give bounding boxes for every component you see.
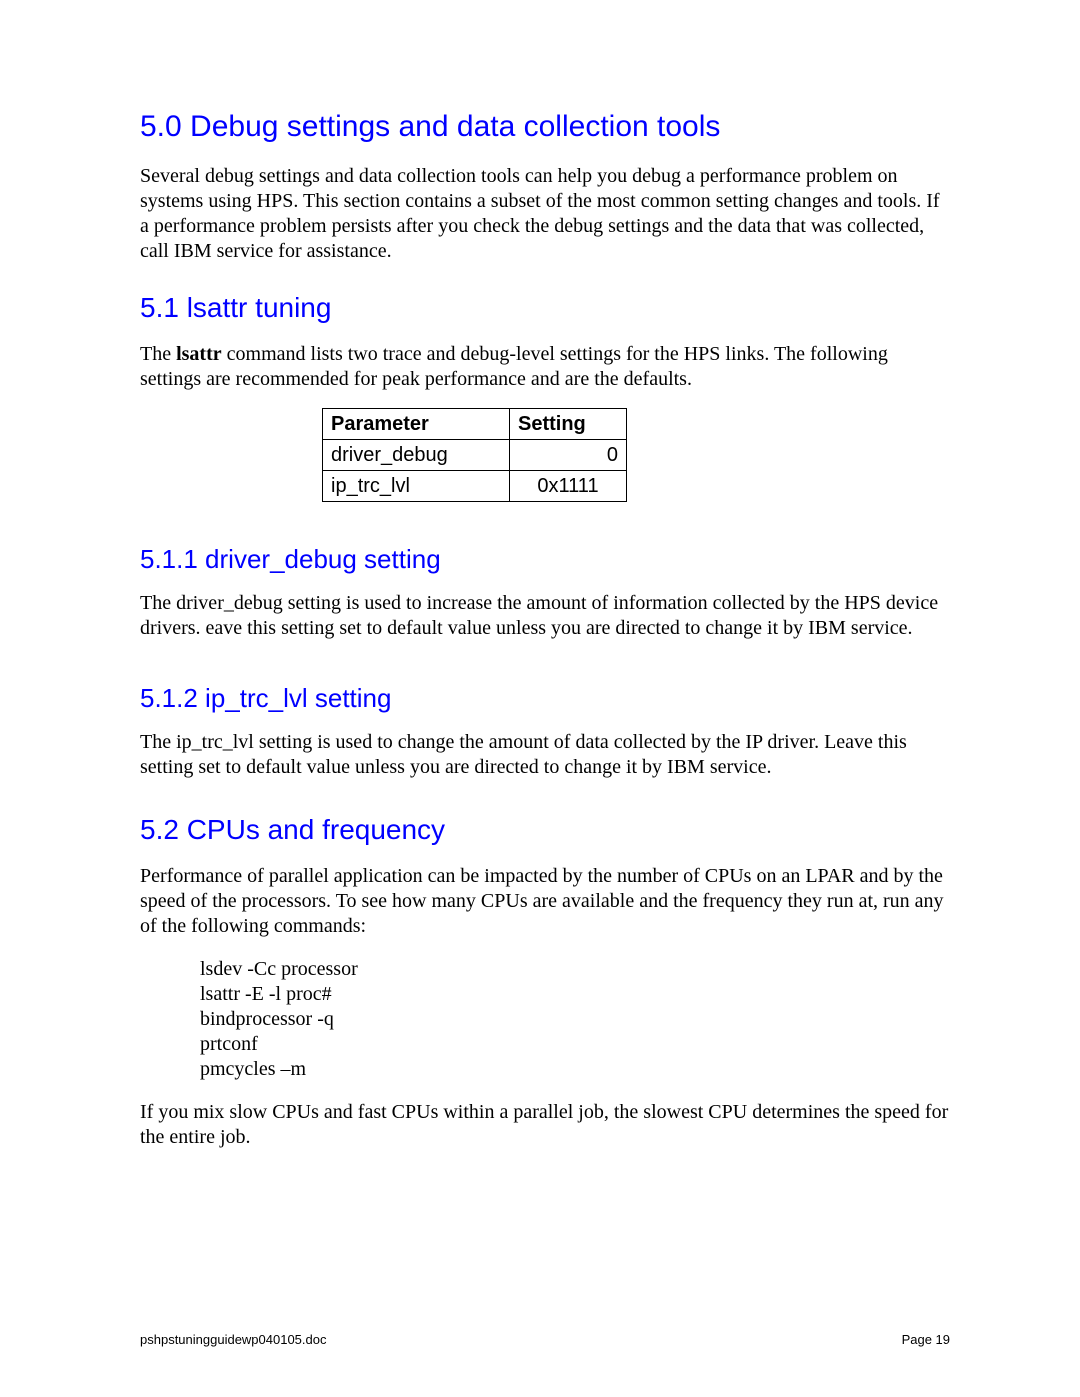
lsattr-settings-table: Parameter Setting driver_debug 0 ip_trc_… xyxy=(322,408,627,502)
footer-filename: pshpstuningguidewp040105.doc xyxy=(140,1332,327,1347)
table-row: driver_debug 0 xyxy=(323,440,627,471)
table-header-row: Parameter Setting xyxy=(323,409,627,440)
paragraph-5-2-a: Performance of parallel application can … xyxy=(140,864,950,939)
heading-5-1-1: 5.1.1 driver_debug setting xyxy=(140,544,950,575)
table-header-parameter: Parameter xyxy=(323,409,510,440)
command-line: lsattr -E -l proc# xyxy=(200,982,950,1007)
text-bold-lsattr: lsattr xyxy=(176,343,222,365)
paragraph-5-0: Several debug settings and data collecti… xyxy=(140,164,950,264)
text-pre: The xyxy=(140,343,176,365)
paragraph-5-2-b: If you mix slow CPUs and fast CPUs withi… xyxy=(140,1100,950,1150)
heading-5-2: 5.2 CPUs and frequency xyxy=(140,814,950,846)
table-row: ip_trc_lvl 0x1111 xyxy=(323,471,627,502)
heading-5-1-2: 5.1.2 ip_trc_lvl setting xyxy=(140,683,950,714)
table-cell-param: ip_trc_lvl xyxy=(323,471,510,502)
command-line: lsdev -Cc processor xyxy=(200,957,950,982)
footer-page-number: Page 19 xyxy=(902,1332,950,1347)
table-cell-setting: 0x1111 xyxy=(510,471,627,502)
command-block: lsdev -Cc processor lsattr -E -l proc# b… xyxy=(200,957,950,1082)
paragraph-5-1: The lsattr command lists two trace and d… xyxy=(140,342,950,392)
heading-5-1: 5.1 lsattr tuning xyxy=(140,292,950,324)
paragraph-5-1-2: The ip_trc_lvl setting is used to change… xyxy=(140,730,950,780)
table-cell-param: driver_debug xyxy=(323,440,510,471)
document-page: 5.0 Debug settings and data collection t… xyxy=(0,0,1080,1397)
command-line: pmcycles –m xyxy=(200,1057,950,1082)
command-line: bindprocessor -q xyxy=(200,1007,950,1032)
text-post: command lists two trace and debug-level … xyxy=(140,343,888,390)
page-footer: pshpstuningguidewp040105.doc Page 19 xyxy=(140,1332,950,1347)
table-cell-setting: 0 xyxy=(510,440,627,471)
heading-5-0: 5.0 Debug settings and data collection t… xyxy=(140,110,950,144)
table-header-setting: Setting xyxy=(510,409,627,440)
paragraph-5-1-1: The driver_debug setting is used to incr… xyxy=(140,591,950,641)
command-line: prtconf xyxy=(200,1032,950,1057)
